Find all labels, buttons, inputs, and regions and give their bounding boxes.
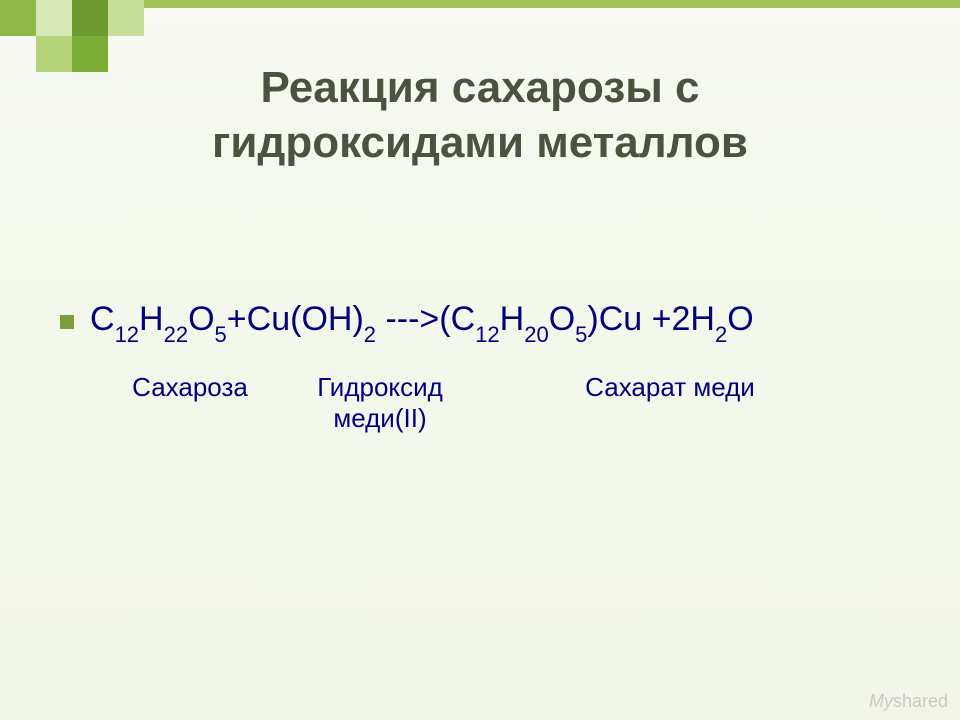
slide-title: Реакция сахарозы с гидроксидами металлов — [0, 60, 960, 170]
eq-sub: 20 — [524, 322, 548, 347]
eq-arrow: --->( — [376, 300, 451, 338]
eq-sub: 2 — [364, 322, 376, 347]
eq-sub: 5 — [575, 322, 587, 347]
eq-plus: +Cu(OH) — [227, 300, 364, 338]
eq-sub: 22 — [164, 322, 188, 347]
deco-square — [36, 0, 72, 36]
label-saccharate: Сахарат меди — [540, 372, 800, 434]
slide: Реакция сахарозы с гидроксидами металлов… — [0, 0, 960, 720]
eq-h: Н — [500, 300, 525, 338]
title-line1: Реакция сахарозы с — [261, 63, 700, 112]
eq-o: O — [727, 300, 753, 338]
title-line2: гидроксидами металлов — [212, 118, 748, 167]
watermark: Myshared — [869, 691, 948, 712]
eq-sub: 5 — [215, 322, 227, 347]
eq-sub: 12 — [115, 322, 139, 347]
chemical-equation: С12Н22О5+Cu(OH)2 --->(С12Н20О5)Cu +2H2O — [90, 300, 754, 344]
eq-close: )Cu +2H — [587, 300, 715, 338]
eq-h: Н — [139, 300, 164, 338]
deco-square — [108, 0, 144, 36]
deco-square — [0, 0, 36, 36]
watermark-shared: shared — [893, 691, 948, 711]
equation-block: С12Н22О5+Cu(OH)2 --->(С12Н20О5)Cu +2H2O — [60, 300, 920, 344]
deco-square — [72, 0, 108, 36]
bullet-row: С12Н22О5+Cu(OH)2 --->(С12Н20О5)Cu +2H2O — [60, 300, 920, 344]
bullet-icon — [60, 315, 74, 329]
labels-row: Сахароза Гидроксид меди(II) Сахарат меди — [90, 372, 920, 434]
eq-c: С — [90, 300, 115, 338]
label-hydroxide: Гидроксид меди(II) — [290, 372, 470, 434]
eq-sub: 12 — [475, 322, 499, 347]
corner-squares — [0, 0, 150, 36]
eq-sub: 2 — [715, 322, 727, 347]
label-hydroxide-l2: меди(II) — [333, 403, 426, 433]
label-sucrose: Сахароза — [90, 372, 290, 434]
eq-c: С — [451, 300, 476, 338]
eq-o: О — [188, 300, 214, 338]
eq-o: О — [549, 300, 575, 338]
watermark-my: My — [869, 691, 893, 711]
label-hydroxide-l1: Гидроксид — [317, 372, 443, 402]
